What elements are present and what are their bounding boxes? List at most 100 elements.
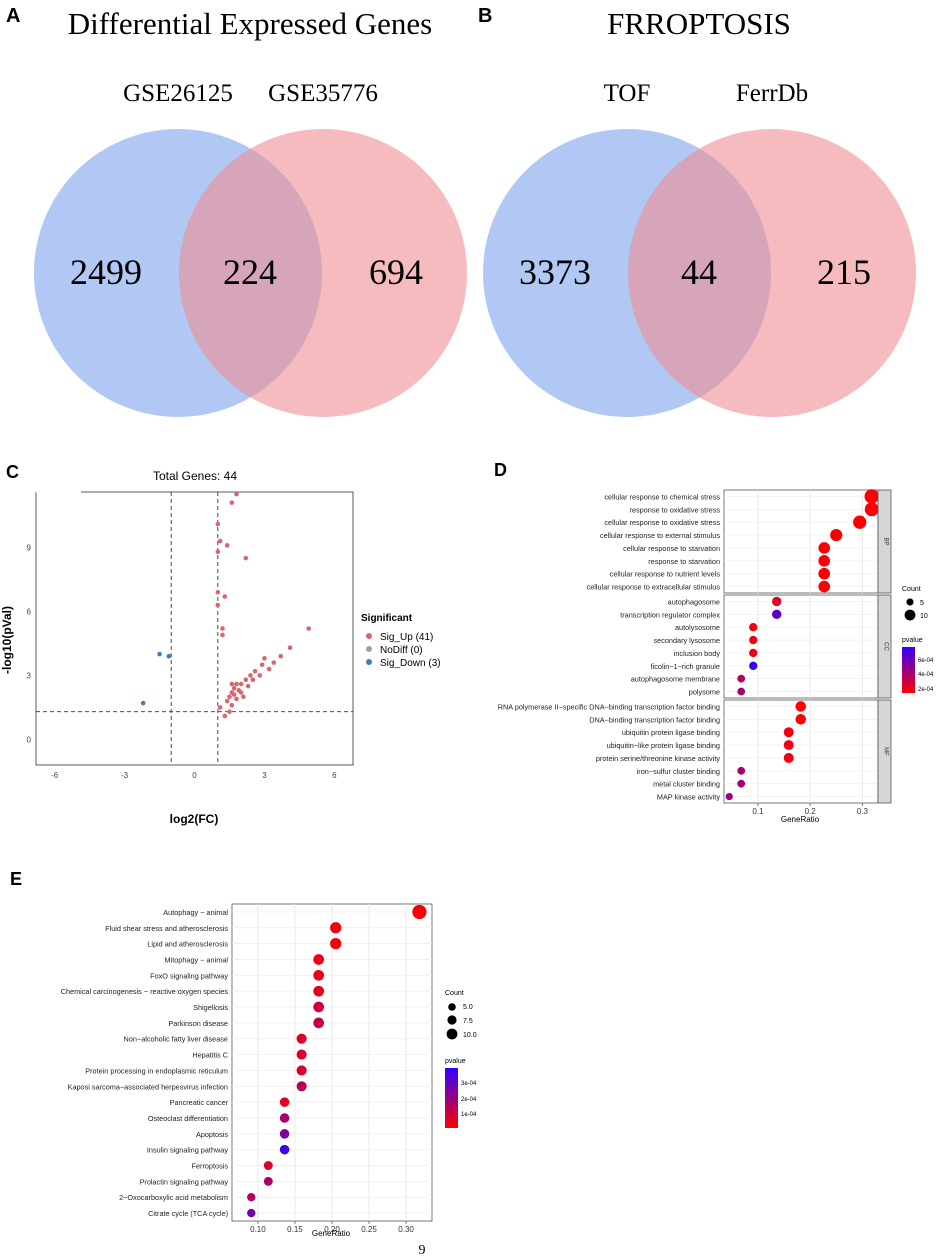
volcano-point-up [231,692,237,697]
volcano-point-up [306,626,312,631]
volcano-point-up [234,491,239,497]
go-term-label: cellular response to external stimulus [600,531,720,540]
venn-b-title: FRROPTOSIS [607,6,791,41]
go-x-label: GeneRatio [781,815,820,824]
venn-a-title: Differential Expressed Genes [68,6,432,41]
kegg-term-label: Autophagy − animal [163,908,228,917]
go-term-label: cellular response to chemical stress [604,492,720,501]
go-term-label: metal cluster binding [653,780,720,789]
go-dot [737,687,746,696]
go-term-label: autophagosome [668,597,720,606]
kegg-count-legend-label-10: 10.0 [463,1032,477,1039]
kegg-x-tick-label: 0.30 [398,1225,414,1234]
panel-e: E Autophagy − animal Fluid shear stress a… [10,869,477,1238]
volcano-x-tick-label: 0 [192,771,197,780]
volcano-point-up [215,549,221,555]
go-pvalue-legend: pvalue 6e-04 4e-04 2e-04 [902,637,934,693]
go-term-label: secondary lysosome [653,636,720,645]
go-dot [772,596,782,607]
go-pvalue-label-6e4: 6e-04 [918,658,934,664]
go-pvalue-legend-title: pvalue [902,637,923,644]
volcano-point-up [238,690,244,695]
kegg-dot [279,1113,290,1123]
go-dot [818,580,831,593]
go-facet-strip [877,699,892,804]
volcano-point-up [266,666,272,672]
volcano-x-tick-label: -3 [121,771,129,780]
kegg-count-legend-label-5: 5.0 [463,1004,473,1011]
venn-b-intersection-value: 44 [681,252,717,292]
go-dot [783,740,794,751]
go-facet-strip [877,594,892,699]
volcano-points [140,491,312,719]
page-number: 9 [419,1243,426,1258]
kegg-term-label: Lipid and atherosclerosis [147,940,228,949]
legend-nodiff-label: NoDiff (0) [380,645,423,656]
go-panel-frame [723,489,879,594]
volcano-point-up [224,698,230,704]
kegg-dot [263,1161,273,1171]
venn-b-set-right: FerrDb [736,80,808,107]
volcano-point-up [278,653,284,659]
legend-sig-down-marker [366,659,372,665]
kegg-dot [313,954,325,965]
volcano-point-up [229,681,235,687]
kegg-term-label: Apoptosis [196,1130,228,1139]
volcano-point-up [222,713,228,719]
kegg-pvalue-legend-title: pvalue [445,1058,466,1065]
go-term-label: MAP kinase activity [657,793,720,802]
go-dot [749,648,758,658]
go-dot [864,502,879,517]
kegg-dot [330,937,342,950]
kegg-term-label: Protein processing in endoplasmic reticu… [85,1066,228,1075]
volcano-point-up [220,632,225,638]
volcano-point-up [227,694,232,700]
kegg-dot [330,922,342,934]
volcano-point-up [215,521,221,527]
panel-d: D cellular response to chemical stress re… [494,460,934,824]
go-pvalue-label-2e4: 2e-04 [918,687,934,693]
venn-a-right-value: 694 [369,252,423,292]
kegg-dot [313,1017,325,1029]
kegg-dot [247,1208,256,1218]
panel-label-a: A [6,5,20,27]
kegg-term-label: 2−Oxocarboxylic acid metabolism [119,1193,228,1202]
panel-label-c: C [6,462,19,482]
panel-label-d: D [494,460,507,480]
go-dot [830,528,843,542]
volcano-x-tick-label: -6 [51,771,59,780]
kegg-dot [296,1033,307,1044]
kegg-x-tick-label: 0.25 [361,1225,377,1234]
volcano-point-up [248,673,253,678]
volcano-point-up [229,500,235,505]
volcano-point-up [222,594,228,599]
kegg-pvalue-label-1e4: 1e-04 [461,1112,477,1118]
go-x-tick-label: 0.3 [857,807,869,816]
kegg-dot [247,1193,256,1202]
volcano-y-tick-label: 0 [27,735,32,744]
kegg-pvalue-label-3e4: 3e-04 [461,1081,477,1087]
kegg-pvalue-colorbar [445,1068,458,1128]
go-panel-bp: cellular response to chemical stress resp… [587,489,892,594]
volcano-point-up [252,668,258,674]
volcano-legend-title: Significant [361,613,413,624]
kegg-term-label: Ferroptosis [192,1162,229,1171]
volcano-point-up [220,626,225,631]
go-term-label: cellular response to oxidative stress [604,518,720,527]
kegg-dot [279,1129,290,1139]
volcano-point-up [229,702,235,708]
legend-sig-up-label: Sig_Up (41) [380,632,433,643]
go-term-label: protein serine/threonine kinase activity [596,754,720,763]
volcano-point-up [217,705,223,710]
go-term-label: response to oxidative stress [630,505,721,514]
go-dot [737,766,746,775]
kegg-dot [296,1081,307,1092]
kegg-x-label: GeneRatio [312,1229,351,1238]
volcano-y-tick-label: 3 [27,671,32,680]
volcano-threshold-lines [36,492,353,765]
kegg-count-legend-dot-5 [448,1003,456,1011]
kegg-dot [412,904,427,920]
kegg-dot [279,1097,290,1107]
volcano-point-up [243,555,249,561]
go-term-label: autolysosome [675,623,720,632]
